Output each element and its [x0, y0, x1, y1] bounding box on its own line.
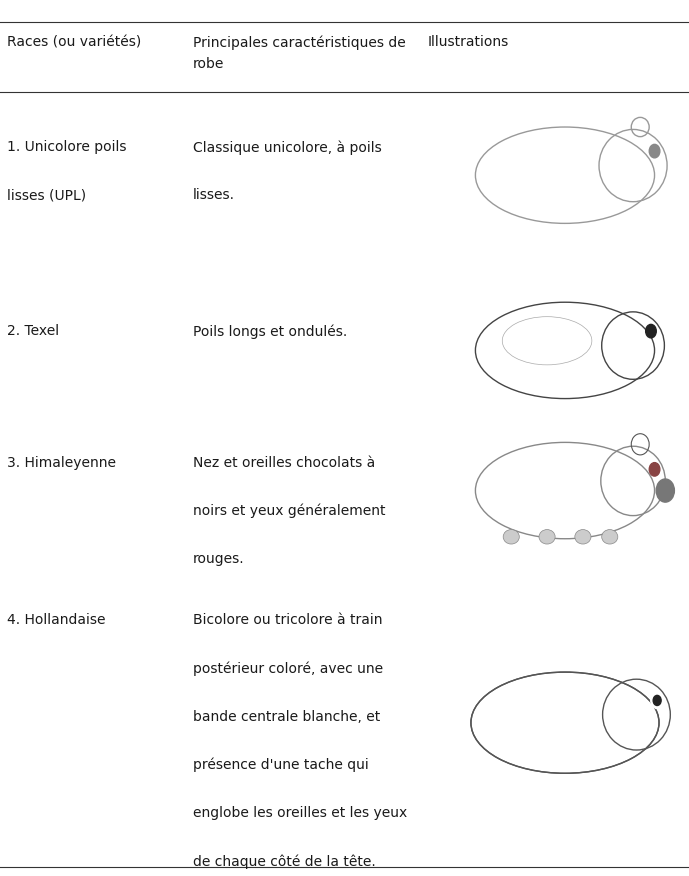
Text: de chaque côté de la tête.: de chaque côté de la tête.	[193, 854, 376, 869]
Text: bande centrale blanche, et: bande centrale blanche, et	[193, 710, 380, 724]
Text: Bicolore ou tricolore à train: Bicolore ou tricolore à train	[193, 613, 382, 627]
Text: 1. Unicolore poils: 1. Unicolore poils	[7, 140, 126, 154]
Text: 2. Texel: 2. Texel	[7, 324, 59, 338]
Circle shape	[651, 692, 664, 709]
Ellipse shape	[539, 530, 555, 544]
Text: postérieur coloré, avec une: postérieur coloré, avec une	[193, 661, 383, 676]
Text: Illustrations: Illustrations	[427, 35, 508, 49]
Circle shape	[649, 145, 660, 158]
Ellipse shape	[503, 530, 520, 544]
Circle shape	[653, 696, 661, 705]
Ellipse shape	[601, 530, 618, 544]
Circle shape	[649, 463, 660, 477]
Circle shape	[646, 324, 656, 338]
Text: lisses (UPL): lisses (UPL)	[7, 188, 86, 202]
Text: robe: robe	[193, 57, 225, 71]
Text: englobe les oreilles et les yeux: englobe les oreilles et les yeux	[193, 806, 407, 820]
Text: présence d'une tache qui: présence d'une tache qui	[193, 758, 369, 773]
Ellipse shape	[575, 530, 591, 544]
Circle shape	[656, 479, 675, 502]
Text: Nez et oreilles chocolats à: Nez et oreilles chocolats à	[193, 456, 376, 470]
Text: rouges.: rouges.	[193, 552, 245, 566]
Text: Classique unicolore, à poils: Classique unicolore, à poils	[193, 140, 382, 155]
Text: lisses.: lisses.	[193, 188, 235, 202]
Text: Races (ou variétés): Races (ou variétés)	[7, 35, 141, 49]
Text: 3. Himaleyenne: 3. Himaleyenne	[7, 456, 116, 470]
Text: Poils longs et ondulés.: Poils longs et ondulés.	[193, 324, 347, 339]
Text: noirs et yeux généralement: noirs et yeux généralement	[193, 504, 385, 519]
Text: Principales caractéristiques de: Principales caractéristiques de	[193, 35, 406, 50]
Text: 4. Hollandaise: 4. Hollandaise	[7, 613, 105, 627]
